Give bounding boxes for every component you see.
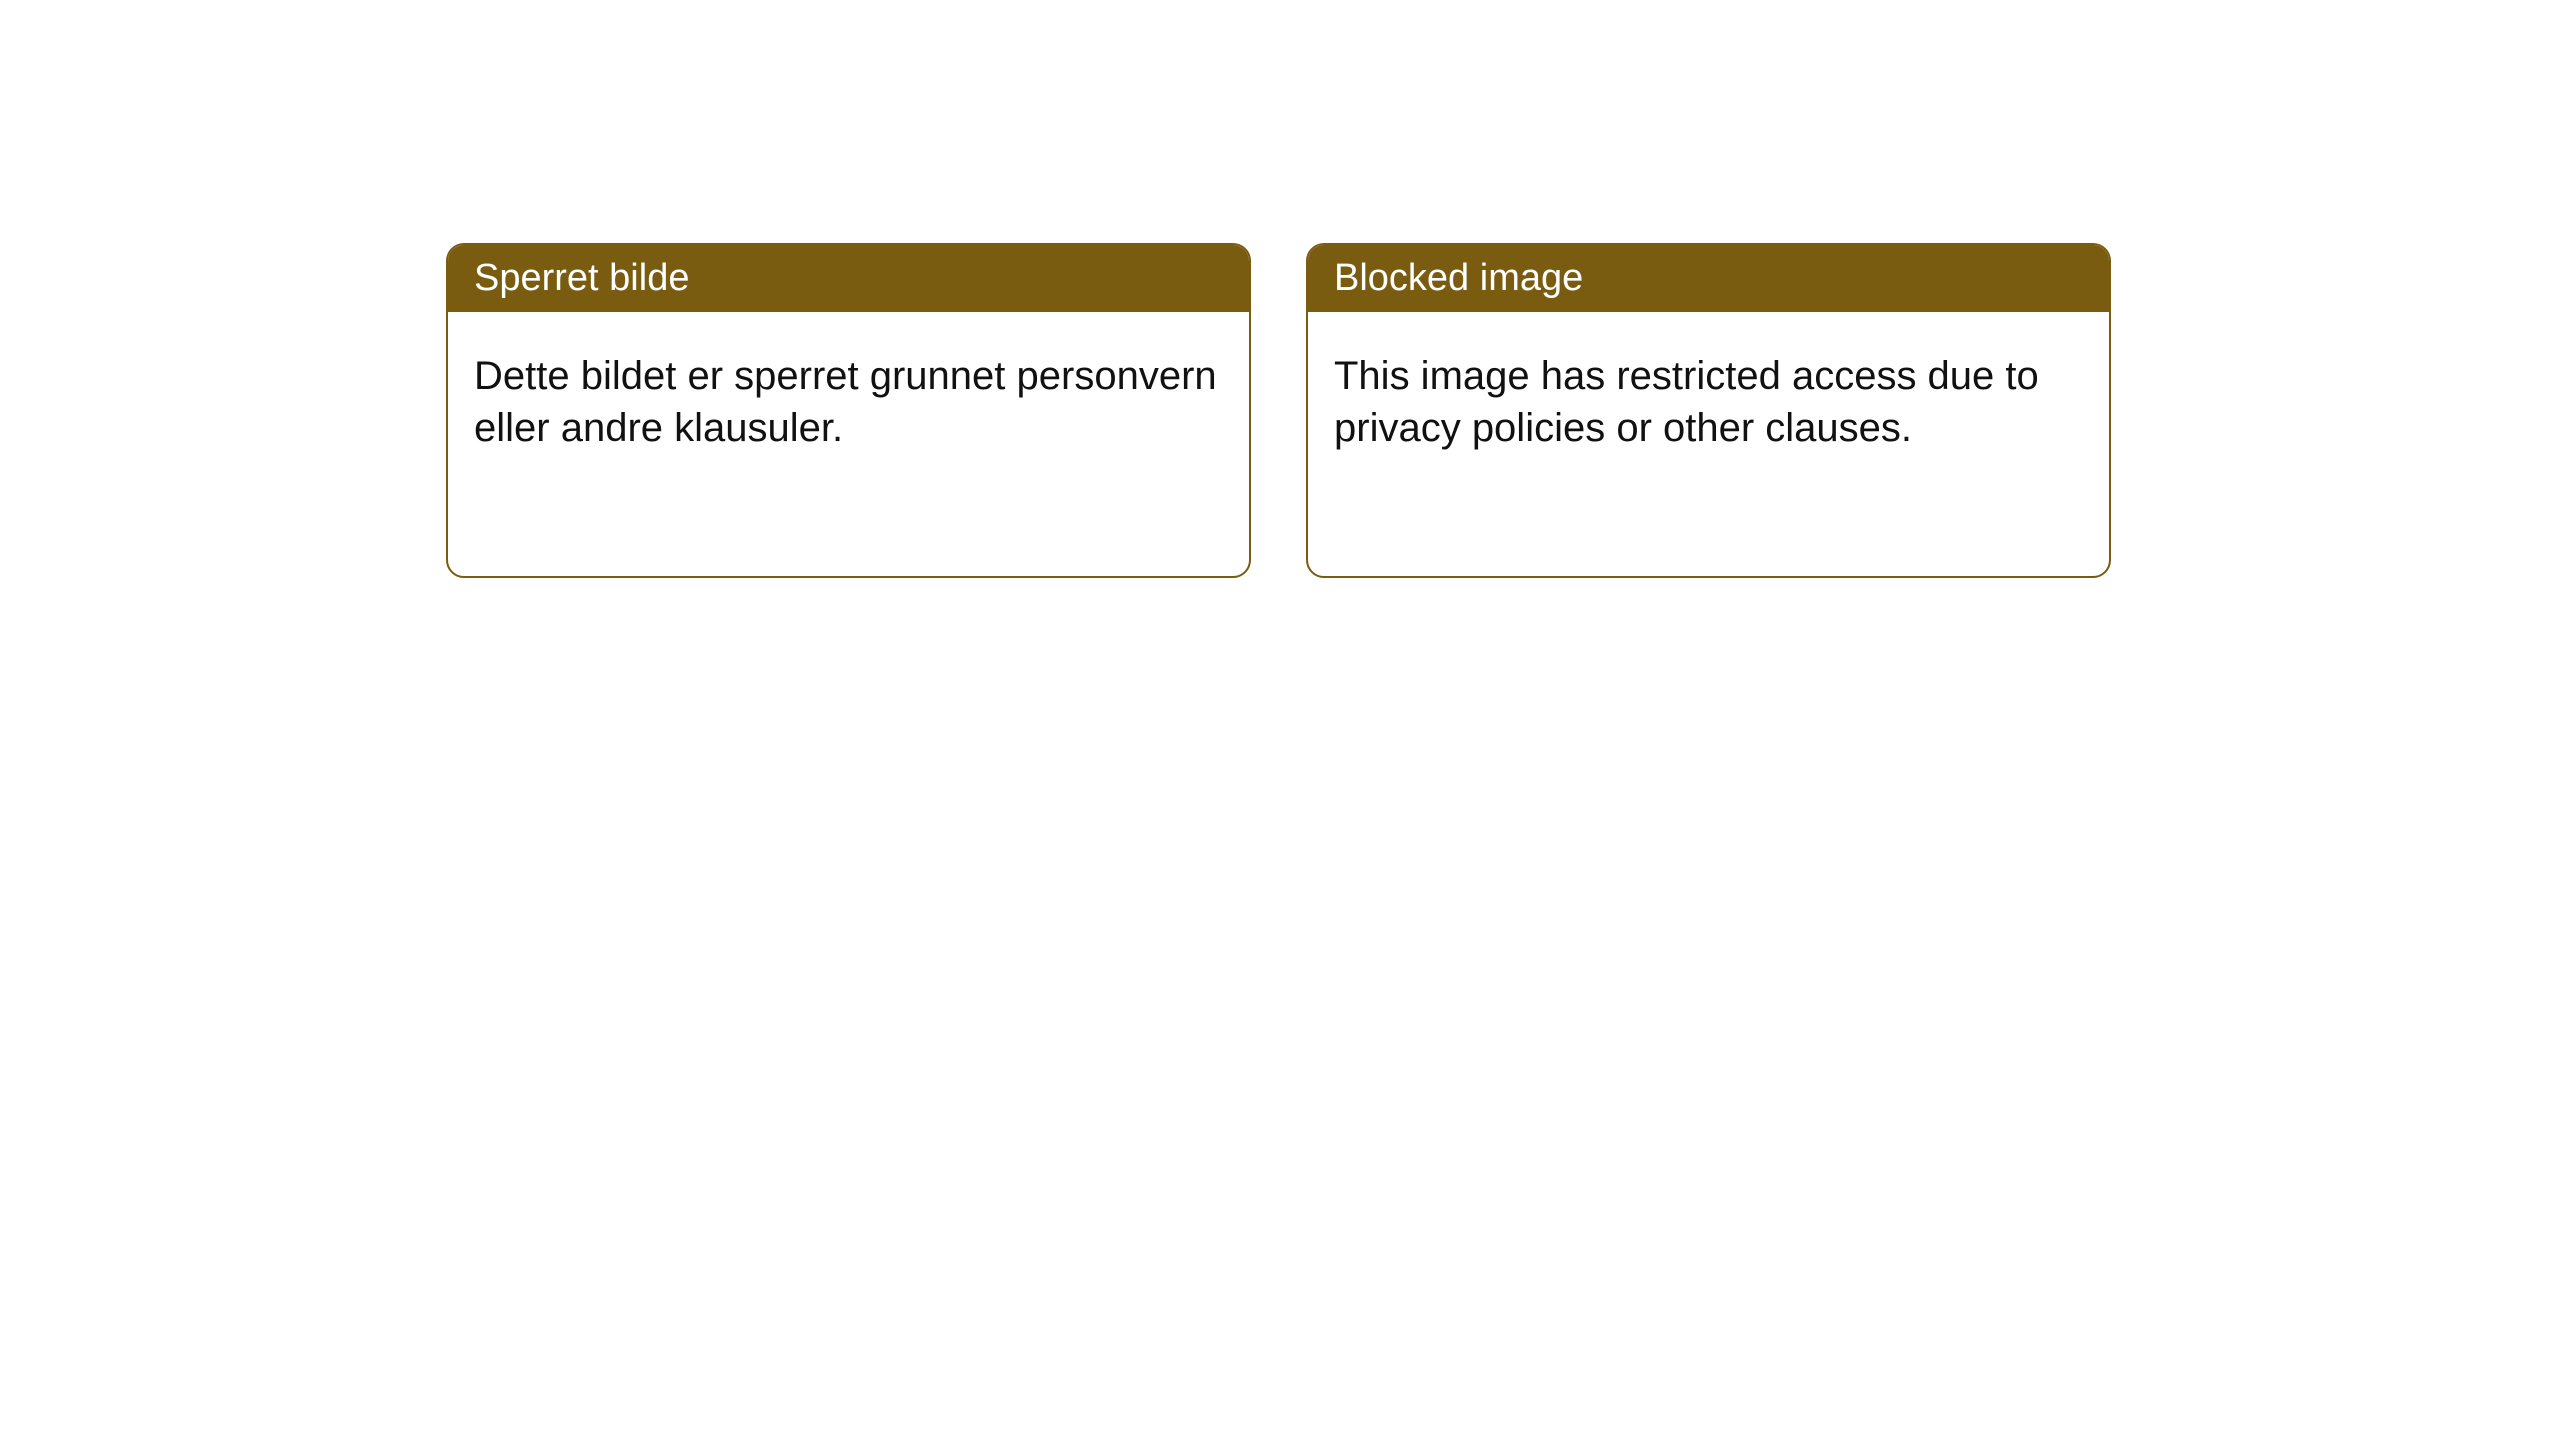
- notice-card-en: Blocked image This image has restricted …: [1306, 243, 2111, 578]
- card-body-en: This image has restricted access due to …: [1308, 312, 2109, 492]
- notice-card-no: Sperret bilde Dette bildet er sperret gr…: [446, 243, 1251, 578]
- notice-card-row: Sperret bilde Dette bildet er sperret gr…: [446, 243, 2111, 578]
- card-header-en: Blocked image: [1308, 245, 2109, 312]
- card-body-no: Dette bildet er sperret grunnet personve…: [448, 312, 1249, 492]
- card-header-no: Sperret bilde: [448, 245, 1249, 312]
